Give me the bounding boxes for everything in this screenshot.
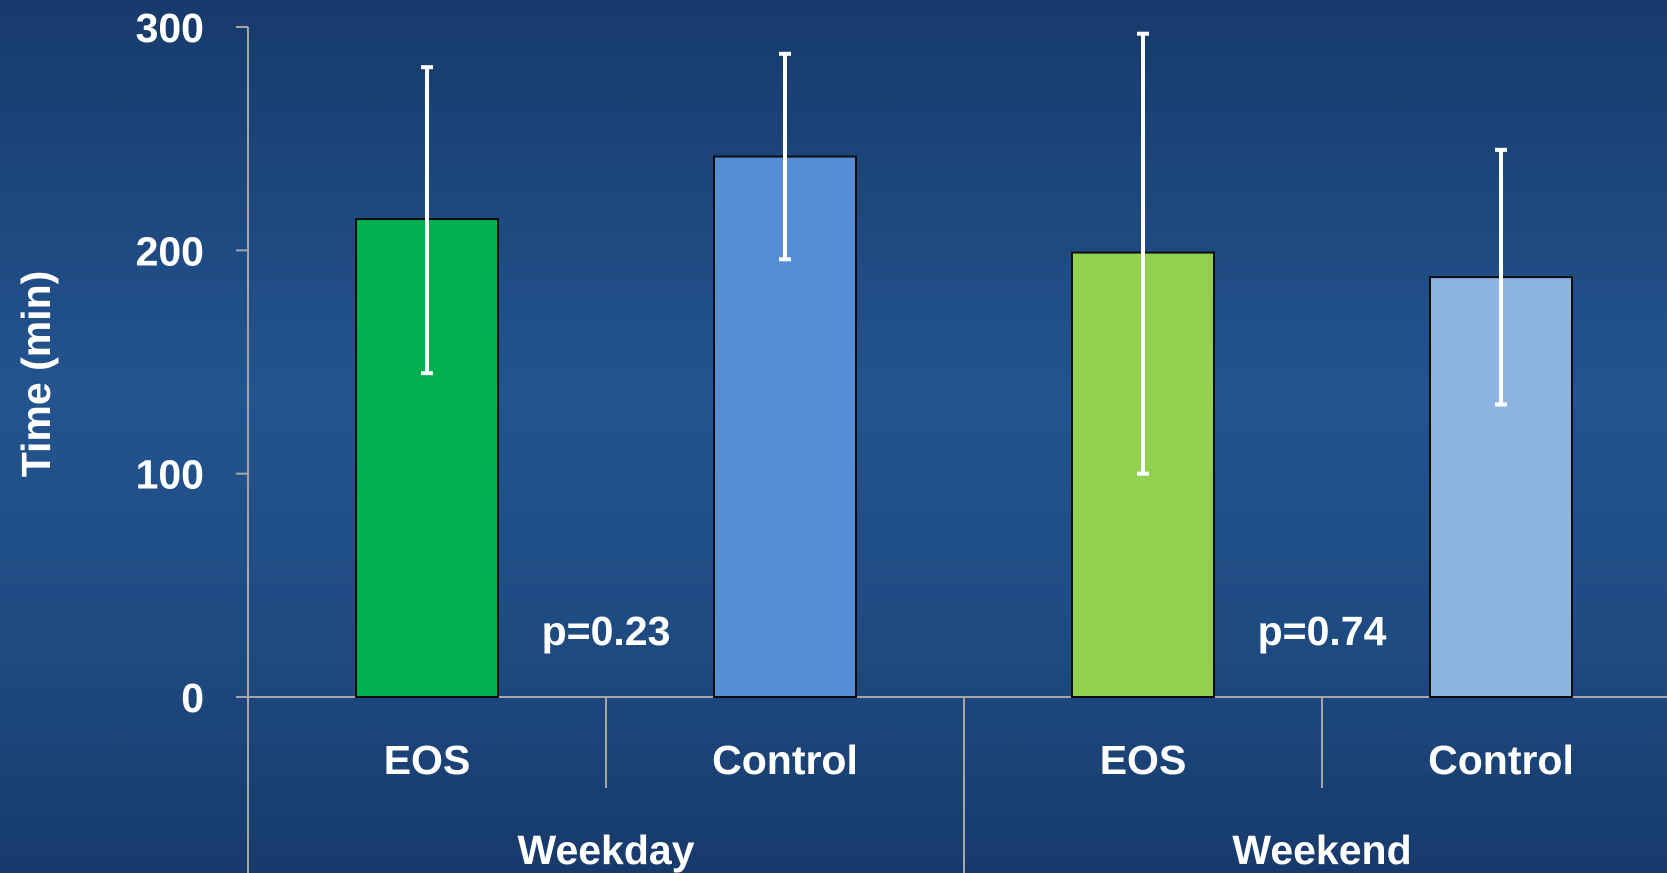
- y-axis-label-group: Time (min): [13, 271, 59, 478]
- group-label: Weekday: [517, 827, 694, 873]
- bars: [355, 155, 1573, 699]
- labels: 0 100 200 300 EOS Control Weekday p=0.23 EOS Cont…: [136, 5, 1574, 873]
- y-axis-title: Time (min): [13, 271, 59, 478]
- y-tick-label: 100: [136, 452, 204, 498]
- p-value-annotation: p=0.74: [1258, 608, 1387, 654]
- p-value-annotation: p=0.23: [542, 608, 671, 654]
- x-category-label: Control: [712, 737, 858, 783]
- error-bars: [421, 31, 1507, 476]
- x-category-label: EOS: [384, 737, 471, 783]
- y-tick-label: 300: [136, 5, 204, 51]
- x-category-label: EOS: [1100, 737, 1187, 783]
- y-tick-label: 0: [181, 675, 204, 721]
- x-category-label: Control: [1428, 737, 1574, 783]
- y-tick-label: 200: [136, 228, 204, 274]
- group-label: Weekend: [1232, 827, 1411, 873]
